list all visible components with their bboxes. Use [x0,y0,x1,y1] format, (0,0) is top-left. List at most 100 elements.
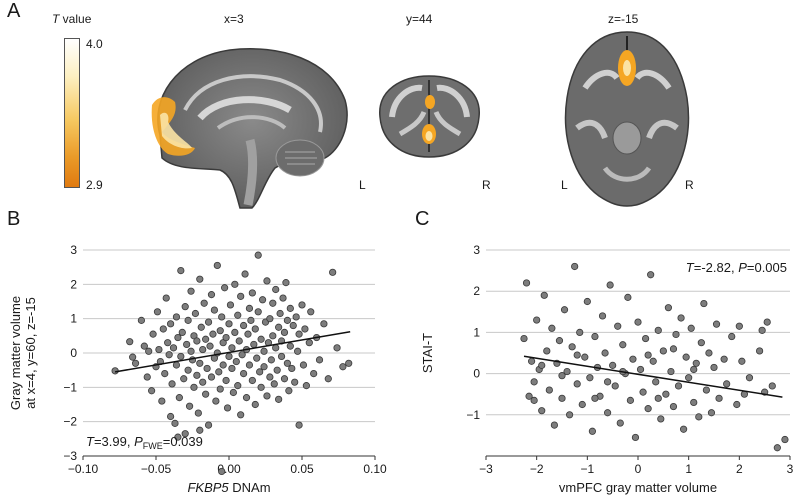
data-point [184,316,192,324]
data-point [329,268,337,276]
data-point [282,279,290,287]
data-point [654,394,662,402]
data-point [712,320,721,328]
data-point [538,407,546,415]
data-point [245,304,254,312]
colorbar-gradient [64,38,80,188]
data-point [672,330,680,339]
data-point [228,364,236,373]
panel-b-letter: B [7,208,21,230]
data-point [295,421,303,429]
data-point [540,291,548,299]
data-point [533,316,541,324]
data-point [207,291,216,299]
x-axis-label: FKBP5 DNAm [187,480,270,495]
data-point [270,380,278,388]
data-point [223,404,232,412]
panel-c-letter: C [415,208,430,230]
data-point [272,285,280,294]
data-point [659,347,667,355]
data-point [581,353,589,361]
data-point [626,396,634,404]
data-point [299,361,308,369]
data-point [571,262,579,271]
y-axis-label: Gray matter volume [8,296,23,410]
data-point [193,337,201,345]
data-point [267,356,275,364]
data-point [167,412,175,421]
data-point [260,347,268,355]
data-point [216,385,224,393]
data-point [588,427,596,435]
data-point [652,378,660,386]
data-point [247,316,255,324]
data-point [207,373,216,381]
data-point [143,373,151,381]
data-point [288,364,296,373]
y-tick-label: −2 [63,415,77,429]
data-point [215,368,223,376]
data-point [682,353,690,361]
data-point [302,382,310,390]
regression-line [114,330,351,373]
data-point [690,398,698,407]
data-point [200,299,208,307]
y-tick-label: −3 [63,449,77,463]
data-point [245,361,254,369]
coronal-brain-image [379,75,480,158]
data-point [520,334,528,343]
data-point [153,308,162,316]
data-point [294,347,302,355]
data-point [285,387,293,395]
axial-right-marker: R [685,178,694,192]
data-point [283,359,291,367]
colorbar-min-label: 2.9 [86,178,103,192]
data-point [275,323,283,331]
data-point [263,277,271,285]
data-point [203,364,211,373]
x-tick-label: −3 [479,462,493,476]
data-point [269,332,277,340]
data-point [184,366,192,374]
data-point [687,324,695,332]
data-point [251,325,259,333]
data-point [254,251,262,259]
data-point [558,372,566,380]
data-point [528,357,536,365]
data-point [768,382,776,390]
data-point [187,347,195,355]
data-point [566,411,574,419]
data-point [692,359,700,367]
x-tick-label: −0.05 [141,462,172,476]
axial-brain-image [564,31,690,207]
data-point [137,316,145,324]
data-point [720,355,728,363]
data-point [576,328,584,337]
data-point [583,297,591,306]
y-tick-label: 1 [473,325,480,339]
data-point [231,280,239,288]
data-point [664,304,672,312]
data-point [168,380,176,388]
view-coord-sagittal: x=3 [224,12,244,26]
x-tick-label: 0.05 [290,462,314,476]
data-point [231,328,239,337]
data-point [196,426,204,434]
data-point [213,261,221,270]
data-point [538,361,546,369]
data-point [333,344,341,352]
data-point [172,361,181,369]
data-point [728,332,736,341]
data-point [280,328,289,337]
data-point [636,365,645,374]
y-tick-label: −1 [63,380,77,394]
data-point [291,378,299,386]
data-point [148,387,156,395]
data-point [149,330,157,338]
data-point [755,347,764,355]
data-point [172,313,181,321]
data-point [273,366,281,374]
data-point [586,374,594,382]
data-point [177,352,185,361]
data-point [266,315,274,323]
